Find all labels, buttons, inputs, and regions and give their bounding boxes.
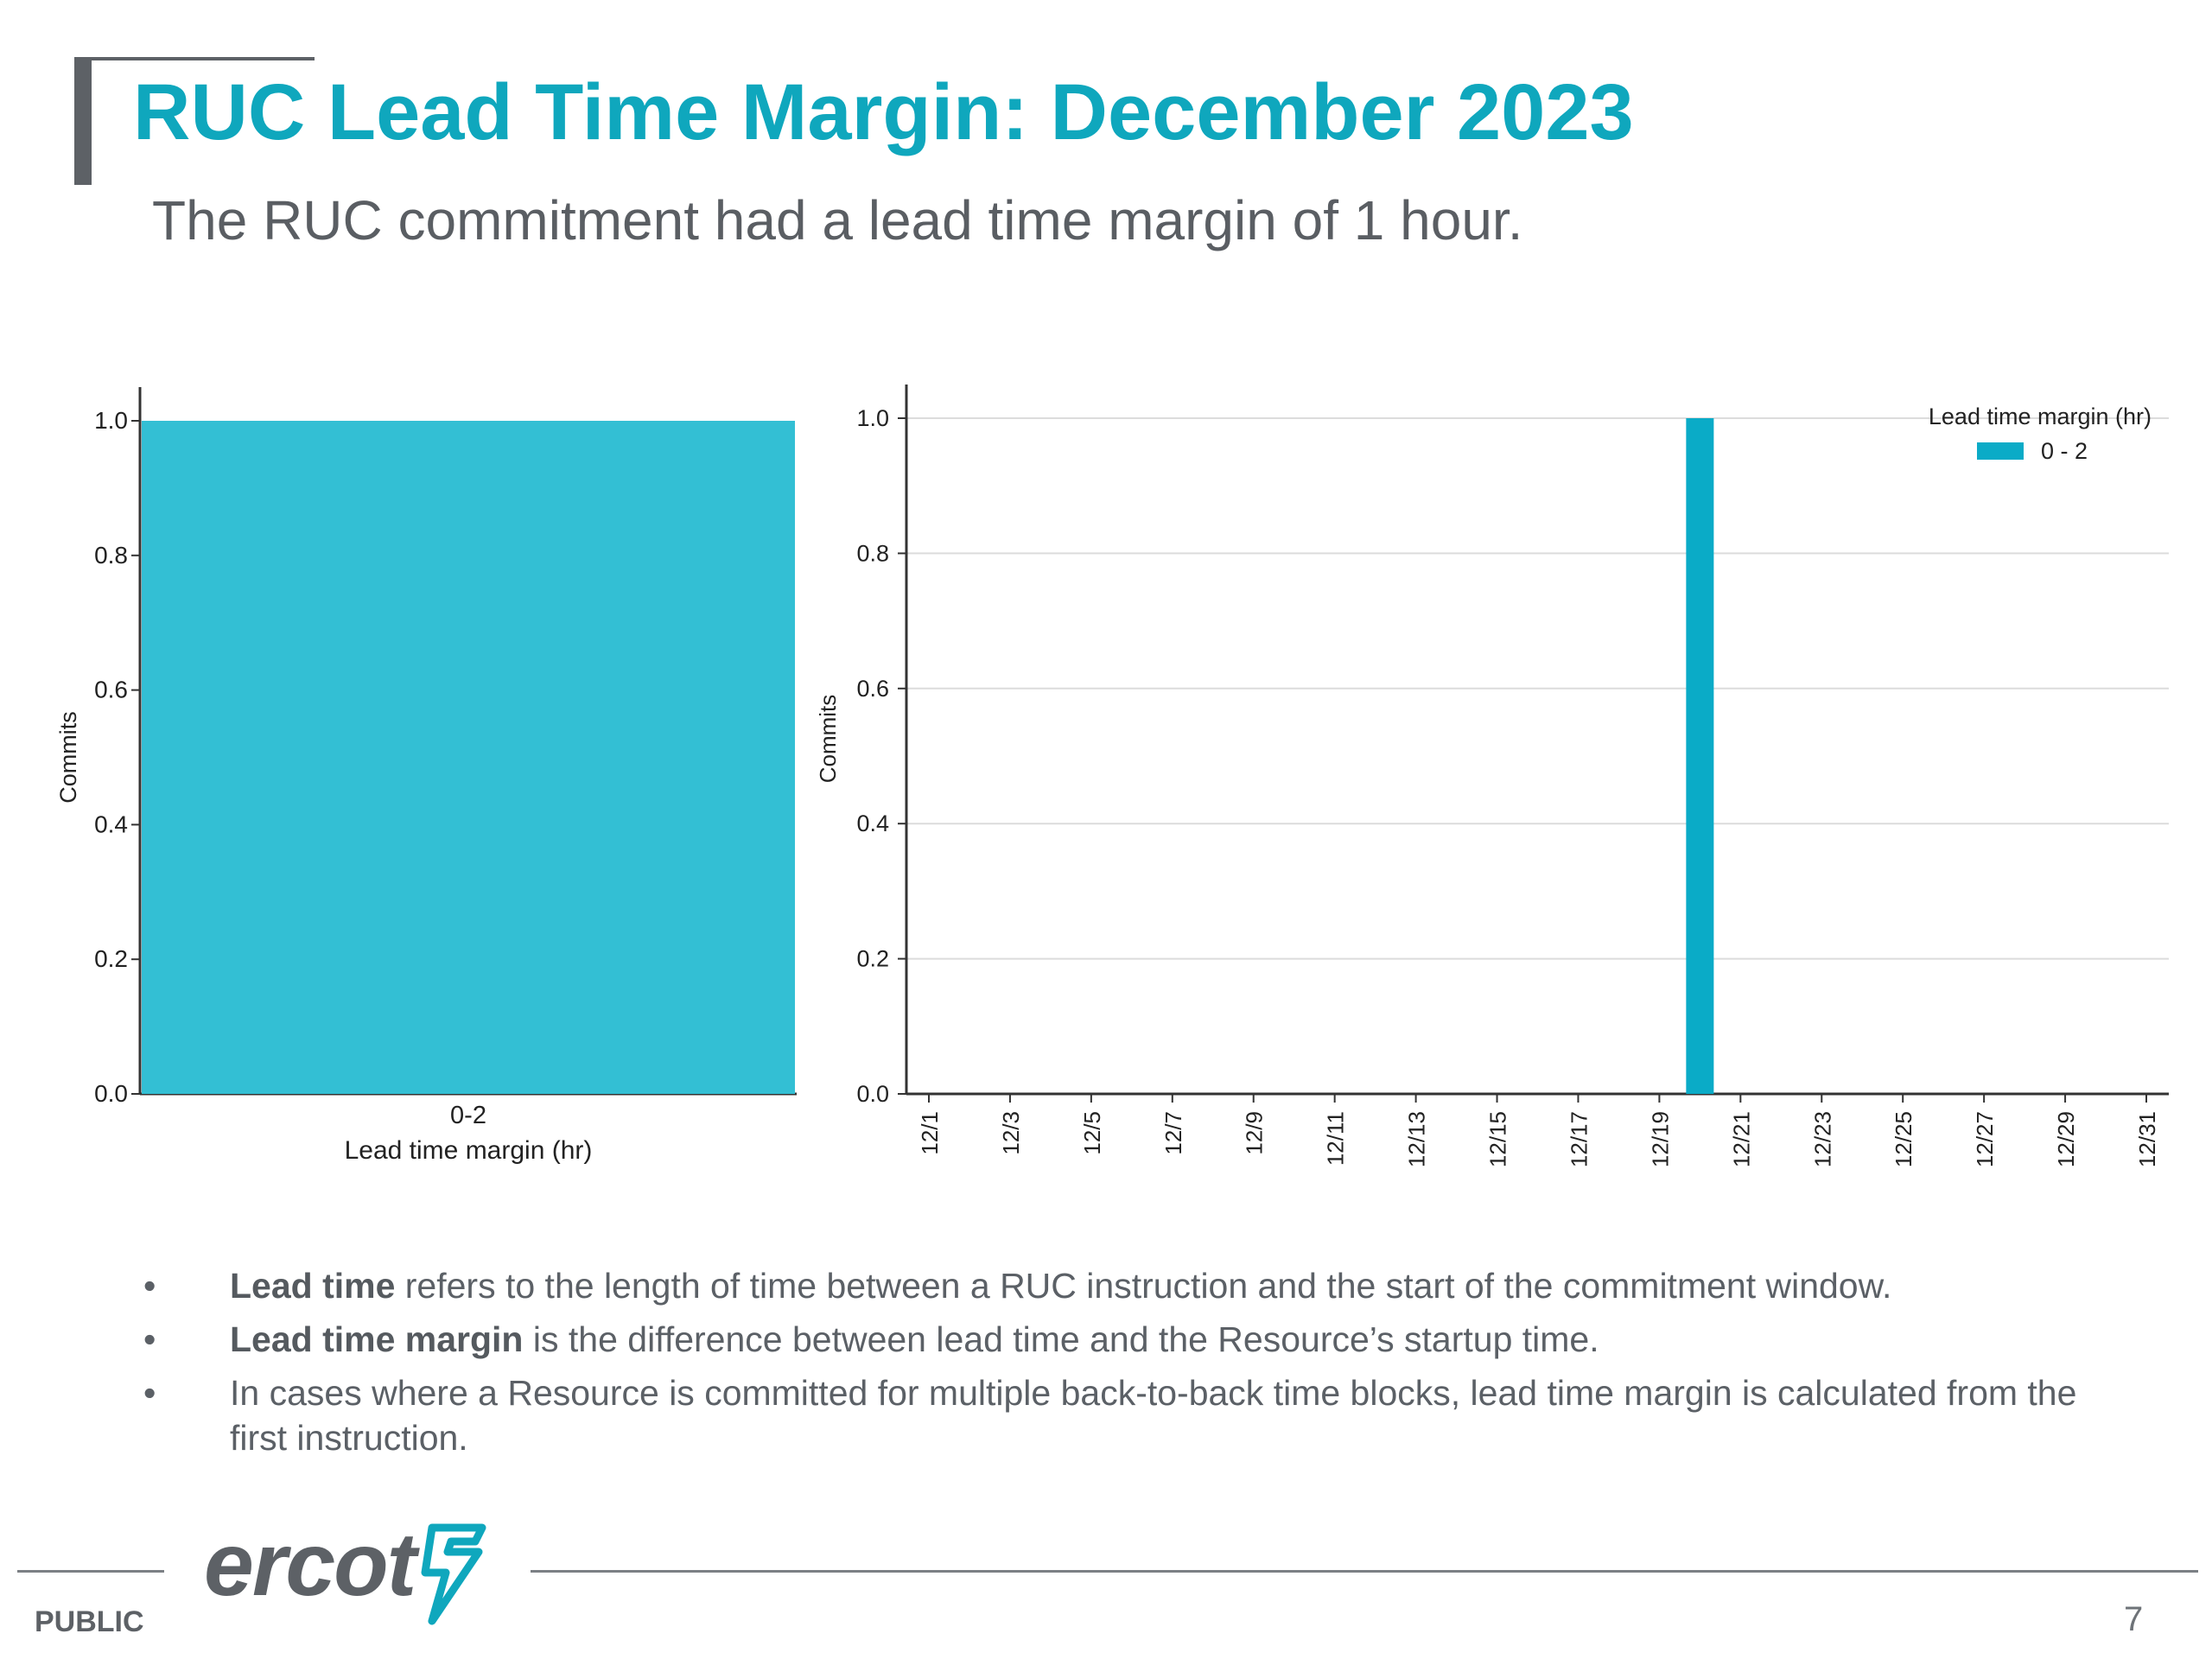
bullet-bold: Lead time (230, 1266, 396, 1306)
y-tick-label: 0.2 (856, 946, 889, 972)
y-tick-label: 0.6 (856, 676, 889, 702)
y-axis-title: Commits (815, 695, 841, 784)
title-bracket-top (74, 57, 315, 60)
y-tick-label: 1.0 (856, 405, 889, 431)
bullet-text: refers to the length of time between a R… (395, 1266, 1892, 1306)
bullet-list: • Lead time refers to the length of time… (138, 1263, 2126, 1469)
x-axis-title: Lead time margin (hr) (345, 1136, 593, 1165)
bullet-text: is the difference between lead time and … (523, 1319, 1599, 1359)
legend-label: 0 - 2 (2041, 438, 2088, 464)
y-tick-label: 1.0 (94, 407, 128, 434)
y-tick-label: 0.6 (94, 677, 128, 703)
x-tick-label: 12/21 (1728, 1111, 1754, 1167)
slide-title: RUC Lead Time Margin: December 2023 (133, 68, 1634, 156)
x-tick-label: 12/3 (998, 1111, 1024, 1155)
y-tick-label: 0.4 (856, 810, 889, 836)
x-tick-label: 12/31 (2134, 1111, 2160, 1167)
y-tick-label: 0.0 (856, 1081, 889, 1107)
y-tick-label: 0.2 (94, 945, 128, 972)
x-tick-label: 12/9 (1242, 1111, 1268, 1155)
right-chart: 0.0 0.2 0.4 0.6 0.8 1.0 12/1 12/3 12/5 12/7 12/9 12… (815, 385, 2169, 1167)
slide-subtitle: The RUC commitment had a lead time margi… (152, 189, 1523, 251)
x-tick-label: 12/27 (1972, 1111, 1998, 1167)
bullet-text: In cases where a Resource is committed f… (230, 1373, 2077, 1458)
bullet-bold: Lead time margin (230, 1319, 524, 1359)
bar (142, 421, 795, 1094)
x-tick-label: 12/7 (1160, 1111, 1186, 1155)
footer-divider-right (531, 1570, 2198, 1573)
title-bracket (74, 57, 92, 185)
y-tick-label: 0.0 (94, 1080, 128, 1107)
x-tick-label: 12/23 (1809, 1111, 1835, 1167)
y-axis-title: Commits (55, 711, 81, 804)
legend-swatch (1977, 442, 2024, 460)
bullet-dot: • (143, 1373, 156, 1413)
y-tick-label: 0.8 (856, 540, 889, 566)
page-number: 7 (2124, 1600, 2144, 1638)
ercot-logo: ercot (204, 1515, 416, 1615)
bar (1686, 418, 1714, 1094)
bullet-item: • Lead time margin is the difference bet… (138, 1317, 2126, 1362)
x-tick-label: 12/19 (1647, 1111, 1673, 1167)
classification-label: PUBLIC (35, 1605, 144, 1638)
bullet-item: • Lead time refers to the length of time… (138, 1263, 2126, 1308)
left-chart: 0.0 0.2 0.4 0.6 0.8 1.0 0-2 Lead time margin (h… (55, 387, 797, 1165)
y-tick-label: 0.8 (94, 542, 128, 569)
bullet-dot: • (143, 1266, 156, 1306)
x-tick-label: 12/5 (1079, 1111, 1105, 1155)
bullet-dot: • (143, 1319, 156, 1359)
x-tick-label: 12/11 (1323, 1111, 1349, 1166)
x-tick-label: 0-2 (450, 1102, 486, 1129)
bullet-item: • In cases where a Resource is committed… (138, 1370, 2126, 1460)
x-tick-label: 12/29 (2053, 1111, 2079, 1167)
ercot-bolt-icon (421, 1523, 486, 1625)
charts-canvas: 0.0 0.2 0.4 0.6 0.8 1.0 0-2 Lead time margin (h… (55, 385, 2169, 1167)
x-tick-label: 12/13 (1404, 1111, 1430, 1167)
y-tick-label: 0.4 (94, 810, 128, 837)
x-tick-label: 12/1 (917, 1111, 943, 1155)
x-tick-label: 12/25 (1891, 1111, 1916, 1167)
legend-title: Lead time margin (hr) (1929, 404, 2152, 429)
x-tick-label: 12/17 (1566, 1111, 1592, 1167)
x-tick-label: 12/15 (1485, 1111, 1511, 1167)
footer-divider-left (17, 1570, 164, 1573)
